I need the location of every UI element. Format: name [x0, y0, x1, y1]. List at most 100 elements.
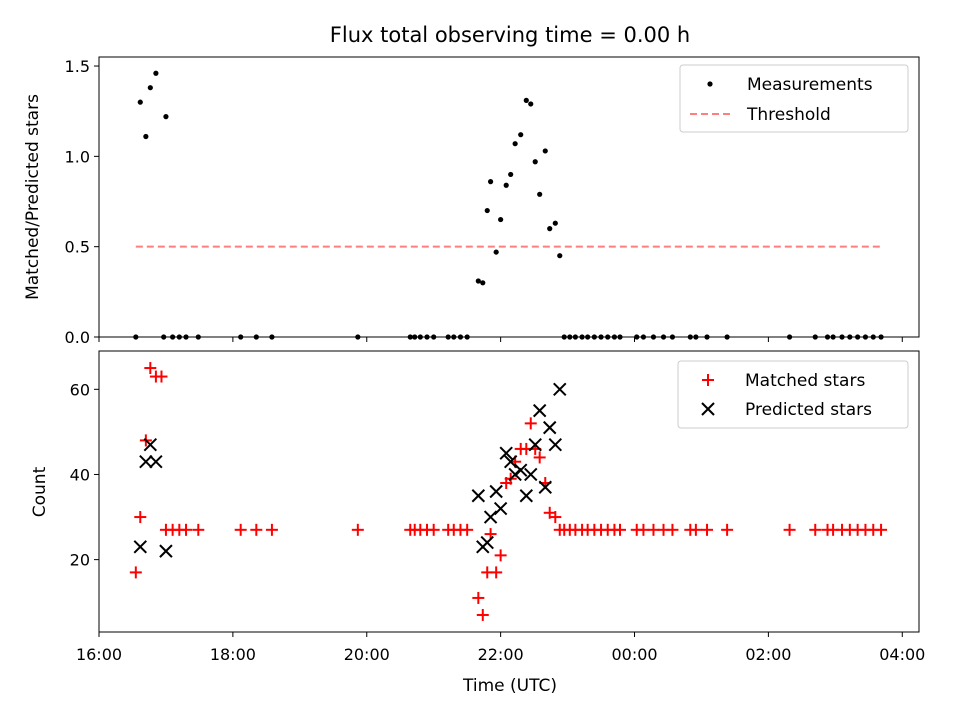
- top-y-tick-label: 0.0: [65, 328, 90, 347]
- top-legend-box: [679, 64, 909, 133]
- matched-stars-point: [427, 523, 440, 536]
- matched-stars-point: [192, 523, 205, 536]
- measurements-point: [153, 70, 159, 76]
- legend-predicted-label: Predicted stars: [745, 400, 872, 420]
- x-tick-label: 02:00: [745, 645, 791, 664]
- legend-predicted-marker: [701, 402, 715, 416]
- measurements-point: [552, 220, 558, 226]
- matched-stars-point: [234, 523, 247, 536]
- measurements-point: [487, 179, 494, 185]
- bottom-y-tick-label: 40: [70, 465, 90, 484]
- predicted-stars-point: [499, 446, 513, 460]
- x-tick-label: 18:00: [210, 645, 256, 664]
- measurements-point: [518, 132, 524, 138]
- matched-stars-point: [476, 608, 489, 621]
- matched-stars-point: [472, 591, 485, 604]
- top-axes-ticks: 0.0 0.5 1.0 1.5: [65, 57, 903, 347]
- figure-title: Flux total observing time = 0.00 h: [330, 23, 690, 47]
- predicted-stars-point: [543, 420, 557, 435]
- predicted-stars-point: [532, 403, 547, 418]
- bottom-panel: 16:00 18:00 20:00 22:00 00:00 02:00 04:00 20 40 6…: [30, 350, 925, 696]
- matched-stars-point: [351, 523, 364, 536]
- legend-threshold-label: Threshold: [746, 105, 831, 125]
- measurements-point: [528, 101, 534, 107]
- x-axis-label: Time (UTC): [462, 676, 557, 696]
- measurements-point: [484, 207, 490, 214]
- measurements-point: [498, 216, 504, 223]
- measurements-point: [503, 182, 509, 188]
- bottom-legend: Matched stars Predicted stars: [677, 360, 909, 429]
- predicted-stars-point: [553, 382, 567, 397]
- x-tick-label: 16:00: [76, 645, 122, 664]
- matched-stars-point: [134, 511, 147, 524]
- measurements-point: [137, 99, 143, 105]
- x-tick-label: 00:00: [611, 645, 657, 664]
- measurements-point: [147, 85, 153, 91]
- matched-stars-point: [637, 523, 650, 536]
- matched-stars-point: [144, 362, 157, 375]
- matched-stars-point: [875, 523, 888, 536]
- legend-matched-marker: [702, 374, 714, 386]
- predicted-stars-point: [538, 480, 552, 494]
- measurements-point: [493, 249, 499, 255]
- measurements-point: [512, 141, 518, 147]
- measurements-point: [143, 133, 149, 140]
- matched-stars-point: [721, 523, 734, 536]
- predicted-stars-point: [149, 454, 163, 469]
- measurements-point: [542, 148, 548, 154]
- top-y-axis-label: Matched/Predicted stars: [23, 94, 43, 300]
- matched-stars-point: [129, 566, 142, 579]
- measurements-point: [523, 97, 529, 103]
- matched-stars-point: [265, 523, 278, 536]
- matched-stars-point: [524, 417, 537, 430]
- bottom-axes-frame: [98, 350, 920, 633]
- top-axes-frame: [98, 56, 920, 338]
- matched-stars-point: [666, 523, 679, 536]
- matched-stars-point: [647, 523, 660, 536]
- top-y-tick-label: 0.5: [65, 238, 90, 257]
- x-tick-label: 20:00: [344, 645, 390, 664]
- bottom-y-tick-label: 60: [70, 380, 90, 399]
- legend-matched-label: Matched stars: [745, 371, 865, 391]
- matched-stars-point: [250, 523, 263, 536]
- bottom-y-tick-label: 20: [70, 551, 90, 570]
- bottom-plot-marks: [129, 362, 888, 621]
- measurements-point: [547, 226, 553, 232]
- x-tick-label: 04:00: [879, 645, 925, 664]
- predicted-stars-point: [143, 437, 158, 452]
- legend-measurements-marker: [707, 81, 713, 87]
- predicted-stars-point: [483, 510, 498, 524]
- matched-stars-point: [490, 566, 503, 579]
- bottom-legend-box: [677, 360, 909, 429]
- measurements-point: [508, 171, 514, 178]
- top-y-tick-label: 1.0: [65, 147, 90, 166]
- measurements-point: [537, 191, 543, 197]
- measurements-point: [475, 278, 481, 284]
- x-tick-label: 22:00: [478, 645, 524, 664]
- matched-stars-point: [533, 451, 546, 464]
- matched-stars-point: [549, 511, 562, 524]
- measurements-point: [480, 280, 486, 286]
- measurements-point: [532, 159, 538, 165]
- predicted-stars-point: [489, 484, 503, 499]
- measurements-point: [163, 114, 169, 120]
- matched-stars-point: [180, 523, 193, 536]
- predicted-stars-point: [493, 501, 508, 516]
- top-panel: 0.0 0.5 1.0 1.5 Matched/Predicted stars Mea…: [23, 56, 920, 347]
- matched-stars-point: [783, 523, 796, 536]
- legend-measurements-label: Measurements: [747, 75, 873, 95]
- predicted-stars-point: [519, 489, 533, 503]
- top-legend: Measurements Threshold: [679, 64, 909, 133]
- measurements-point: [557, 253, 563, 259]
- matched-stars-point: [461, 523, 474, 536]
- predicted-stars-point: [139, 454, 153, 469]
- predicted-stars-point: [480, 535, 494, 550]
- predicted-stars-point: [133, 540, 147, 554]
- matched-stars-point: [701, 523, 714, 536]
- matched-stars-point: [494, 549, 507, 562]
- bottom-y-axis-label: Count: [30, 466, 50, 517]
- predicted-stars-point: [471, 489, 486, 503]
- predicted-stars-point: [159, 544, 173, 558]
- top-y-tick-label: 1.5: [65, 57, 90, 76]
